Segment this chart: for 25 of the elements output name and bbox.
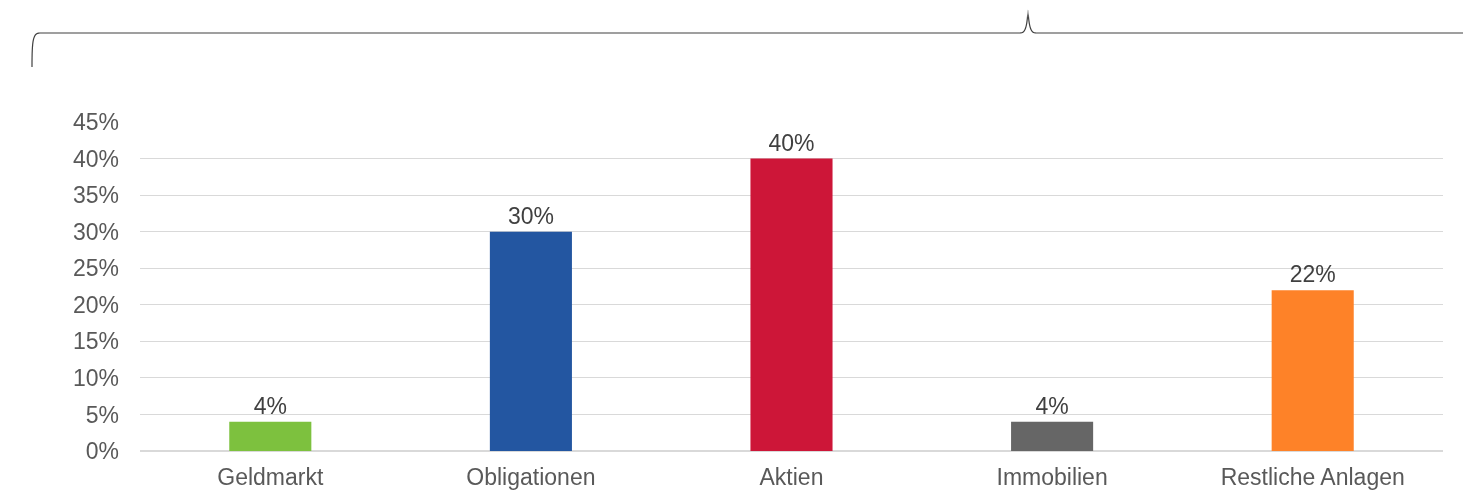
bar — [1271, 290, 1354, 451]
x-tick-label: Aktien — [759, 464, 824, 490]
data-label: 30% — [507, 202, 554, 229]
bar — [750, 158, 833, 451]
y-tick-label: 25% — [72, 255, 119, 282]
data-label: 4% — [253, 392, 287, 419]
x-tick-label: Geldmarkt — [217, 464, 324, 490]
y-tick-label: 45% — [72, 109, 119, 136]
y-tick-label: 15% — [72, 328, 119, 355]
data-label: 22% — [1289, 261, 1336, 288]
x-tick-label: Restliche Anlagen — [1220, 464, 1405, 490]
y-tick-label: 20% — [72, 291, 119, 318]
y-tick-label: 30% — [72, 218, 119, 245]
bar — [229, 421, 312, 451]
y-tick-label: 5% — [85, 401, 119, 428]
y-tick-label: 35% — [72, 182, 119, 209]
x-tick-label: Immobilien — [996, 464, 1108, 490]
y-tick-label: 10% — [72, 364, 119, 391]
bar — [489, 231, 572, 451]
x-tick-label: Obligationen — [466, 464, 596, 490]
data-label: 40% — [768, 129, 815, 156]
y-tick-label: 40% — [72, 145, 119, 172]
bar — [1011, 421, 1094, 451]
y-tick-label: 0% — [85, 438, 119, 465]
data-label: 4% — [1035, 392, 1069, 419]
